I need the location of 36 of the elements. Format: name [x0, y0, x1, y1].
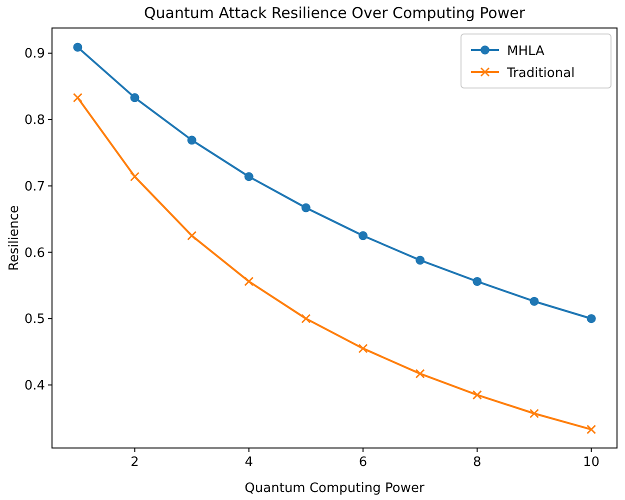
point	[187, 230, 197, 240]
y-axis-title: Resilience	[7, 205, 22, 271]
point	[244, 276, 254, 286]
x-tick-label: 6	[358, 455, 368, 470]
point	[73, 42, 82, 52]
point	[72, 92, 82, 102]
x-tick-label: 2	[130, 455, 139, 470]
x-tick-label: 10	[583, 455, 600, 470]
point	[416, 256, 425, 265]
y-tick-label: 0.7	[24, 179, 45, 194]
legend-label: Traditional	[506, 66, 575, 81]
point	[415, 368, 425, 378]
point	[358, 231, 368, 240]
point	[529, 408, 539, 418]
x-tick-label: 4	[244, 455, 254, 470]
y-tick-label: 0.5	[24, 312, 45, 328]
point	[130, 93, 140, 102]
point	[301, 203, 310, 212]
point	[472, 276, 482, 286]
x-axis-title: Quantum Computing Power	[244, 481, 425, 496]
y-tick-label: 0.9	[24, 46, 45, 62]
point	[586, 424, 596, 434]
point	[130, 172, 140, 182]
legend-label: MHLA	[507, 44, 545, 59]
point	[358, 344, 368, 354]
y-tick-label: 0.4	[24, 378, 45, 394]
point	[530, 296, 539, 306]
y-tick-label: 0.6	[24, 246, 45, 261]
y-tick-label: 0.8	[24, 113, 45, 128]
point	[586, 314, 596, 324]
point	[187, 136, 196, 145]
point	[244, 172, 254, 182]
point	[301, 314, 311, 324]
point	[472, 390, 482, 400]
chart-title: Quantum Attack Resilience Over Computing Power	[144, 4, 526, 22]
x-tick-label: 8	[473, 455, 482, 470]
